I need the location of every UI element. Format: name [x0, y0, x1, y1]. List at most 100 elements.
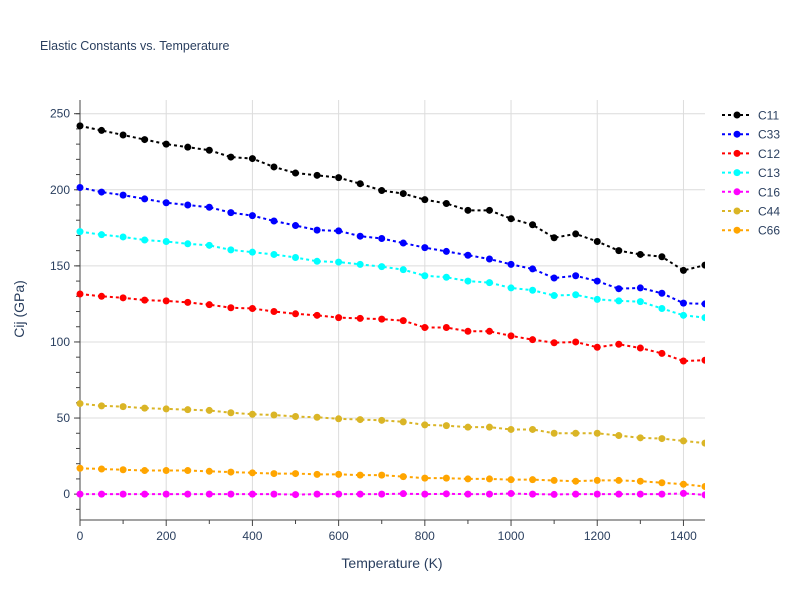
data-point-c13 — [335, 258, 343, 266]
legend-item-c33[interactable]: C33 — [722, 128, 780, 142]
series-c16 — [76, 489, 705, 499]
data-point-c13 — [227, 246, 235, 254]
axes: 0 200 400 600 800 1000 1200 1400 0 50 100 150 200 250 — [50, 100, 705, 543]
data-point-c16 — [313, 490, 321, 498]
data-point-c66 — [529, 476, 537, 484]
data-point-c13 — [292, 254, 300, 261]
legend-item-c66[interactable]: C66 — [722, 224, 780, 238]
data-point-c66 — [313, 470, 321, 478]
data-point-c33 — [292, 222, 300, 230]
data-point-c33 — [507, 260, 515, 268]
legend-item-c11[interactable]: C11 — [722, 109, 779, 123]
data-point-c16 — [162, 490, 170, 498]
legend-label: C13 — [758, 166, 780, 180]
data-point-c33 — [227, 209, 235, 217]
data-point-c44 — [205, 406, 213, 414]
data-point-c16 — [550, 490, 558, 498]
data-point-c33 — [98, 188, 106, 196]
legend-item-c44[interactable]: C44 — [722, 205, 780, 219]
data-point-c66 — [378, 471, 386, 479]
x-tick-label: 0 — [77, 529, 84, 543]
data-point-c13 — [119, 233, 127, 241]
data-point-c66 — [701, 483, 705, 491]
data-point-c12 — [184, 298, 192, 306]
data-point-c44 — [356, 416, 364, 424]
data-point-c33 — [205, 203, 213, 211]
data-point-c12 — [658, 349, 666, 357]
data-point-c12 — [248, 304, 256, 312]
series-group — [76, 122, 705, 499]
data-point-c33 — [76, 184, 84, 191]
legend-item-c12[interactable]: C12 — [722, 147, 780, 161]
data-point-c16 — [141, 490, 149, 498]
data-point-c13 — [636, 298, 644, 306]
legend: C11 C33 C12 C13 C16 C44 C66 — [722, 109, 780, 238]
data-point-c11 — [636, 250, 644, 258]
series-line-c44 — [79, 402, 705, 445]
data-point-c66 — [119, 466, 127, 474]
data-point-c13 — [76, 228, 84, 236]
data-point-c12 — [162, 297, 170, 305]
data-point-c16 — [227, 490, 235, 498]
data-point-c33 — [679, 299, 687, 307]
data-point-c44 — [335, 415, 343, 423]
data-point-c16 — [184, 490, 192, 498]
data-point-c12 — [485, 327, 493, 335]
data-point-c66 — [141, 467, 149, 475]
data-point-c11 — [485, 206, 493, 214]
data-point-c16 — [593, 490, 601, 498]
legend-item-c13[interactable]: C13 — [722, 166, 780, 180]
data-point-c11 — [141, 136, 149, 144]
data-point-c11 — [421, 196, 429, 204]
data-point-c66 — [227, 468, 235, 476]
x-tick-label: 1400 — [670, 529, 697, 543]
data-point-c16 — [679, 489, 687, 497]
data-point-c66 — [270, 470, 278, 478]
data-point-c11 — [270, 163, 278, 171]
series-c66 — [76, 464, 705, 491]
data-point-c44 — [658, 435, 666, 443]
data-point-c44 — [162, 405, 170, 413]
series-line-c11 — [79, 124, 705, 272]
data-point-c11 — [399, 190, 407, 198]
data-point-c13 — [572, 291, 580, 299]
data-point-c44 — [529, 425, 537, 433]
legend-swatch-marker — [733, 130, 741, 138]
data-point-c44 — [421, 421, 429, 429]
series-c33 — [76, 184, 705, 308]
data-point-c44 — [76, 400, 84, 408]
y-tick-label: 200 — [50, 183, 70, 197]
data-point-c11 — [442, 199, 450, 207]
data-point-c33 — [529, 265, 537, 273]
data-point-c13 — [184, 240, 192, 248]
data-point-c13 — [615, 297, 623, 305]
data-point-c13 — [701, 314, 705, 322]
data-point-c16 — [572, 490, 580, 498]
series-line-c13 — [79, 230, 705, 319]
data-point-c13 — [141, 236, 149, 244]
data-point-c11 — [658, 253, 666, 261]
data-point-c44 — [442, 422, 450, 430]
x-tick-label: 800 — [415, 529, 435, 543]
data-point-c33 — [485, 255, 493, 263]
data-point-c11 — [507, 215, 515, 223]
data-point-c12 — [593, 343, 601, 351]
legend-label: C11 — [758, 109, 779, 123]
legend-label: C33 — [758, 128, 780, 142]
data-point-c44 — [292, 413, 300, 421]
legend-item-c16[interactable]: C16 — [722, 185, 780, 199]
data-point-c16 — [658, 490, 666, 498]
data-point-c33 — [356, 232, 364, 240]
data-point-c44 — [464, 423, 472, 431]
data-point-c66 — [615, 476, 623, 484]
data-point-c44 — [399, 418, 407, 426]
data-point-c16 — [507, 490, 515, 498]
data-point-c33 — [550, 274, 558, 282]
data-point-c11 — [313, 171, 321, 179]
data-point-c12 — [550, 339, 558, 347]
legend-swatch-marker — [733, 149, 741, 157]
data-point-c33 — [615, 285, 623, 293]
data-point-c13 — [98, 231, 106, 239]
data-point-c13 — [248, 248, 256, 256]
